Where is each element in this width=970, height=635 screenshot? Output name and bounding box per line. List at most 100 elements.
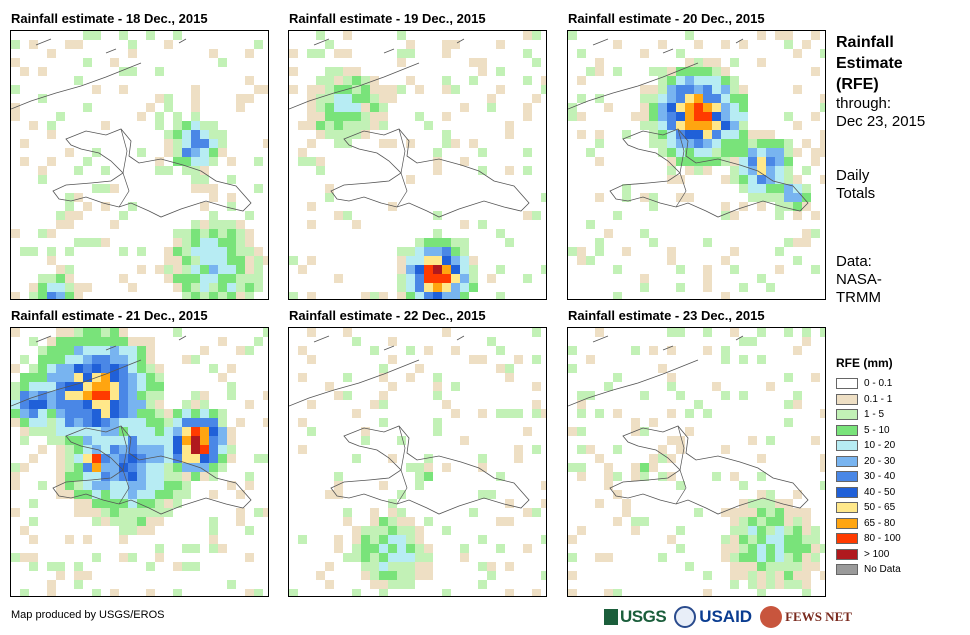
rainfall-cell [191, 229, 200, 238]
rainfall-cell [307, 220, 316, 229]
rainfall-cell [137, 517, 146, 526]
rainfall-cell [739, 139, 748, 148]
rainfall-cell [352, 67, 361, 76]
rainfall-cell [379, 535, 388, 544]
rainfall-cell [155, 454, 164, 463]
rainfall-cell [164, 436, 173, 445]
rainfall-cell [748, 553, 757, 562]
rainfall-cell [298, 157, 307, 166]
rainfall-cell [227, 445, 236, 454]
rainfall-cell [532, 445, 541, 454]
rainfall-cell [191, 472, 200, 481]
rainfall-cell [649, 103, 658, 112]
map-panel-19 [288, 30, 547, 300]
rainfall-cell [119, 481, 128, 490]
rainfall-cell [74, 391, 83, 400]
rainfall-cell [101, 499, 110, 508]
rainfall-cell [83, 283, 92, 292]
rainfall-cell [451, 265, 460, 274]
rainfall-cell [146, 481, 155, 490]
rainfall-cell [191, 391, 200, 400]
rainfall-cell [442, 265, 451, 274]
rainfall-cell [11, 58, 20, 67]
rainfall-cell [568, 553, 577, 562]
rainfall-cell [38, 481, 47, 490]
rainfall-cell [649, 139, 658, 148]
rainfall-cell [406, 346, 415, 355]
rainfall-cell [155, 94, 164, 103]
rainfall-cell [20, 427, 29, 436]
rainfall-cell [460, 157, 469, 166]
rainfall-cell [173, 409, 182, 418]
rainfall-cell [56, 391, 65, 400]
rainfall-cell [721, 211, 730, 220]
rainfall-cell [155, 382, 164, 391]
rainfall-cell [191, 445, 200, 454]
rainfall-cell [146, 391, 155, 400]
rainfall-cell [182, 283, 191, 292]
rainfall-cell [748, 562, 757, 571]
rainfall-cell [343, 373, 352, 382]
rainfall-cell [460, 544, 469, 553]
rainfall-cell [406, 139, 415, 148]
rainfall-cell [694, 67, 703, 76]
rainfall-cell [298, 373, 307, 382]
rainfall-cell [820, 454, 825, 463]
rainfall-cell [47, 580, 56, 589]
rainfall-cell [397, 526, 406, 535]
rainfall-cell [568, 364, 577, 373]
rainfall-cell [128, 40, 137, 49]
rainfall-cell [227, 193, 236, 202]
rainfall-cell [298, 346, 307, 355]
rainfall-cell [586, 256, 595, 265]
rainfall-cell [83, 31, 92, 40]
rainfall-cell [200, 247, 209, 256]
legend-swatch [836, 424, 858, 436]
rainfall-cell [65, 328, 74, 337]
rainfall-cell [460, 247, 469, 256]
rainfall-cell [334, 211, 343, 220]
rainfall-cell [155, 553, 164, 562]
rainfall-cell [820, 130, 825, 139]
rainfall-cell [316, 76, 325, 85]
rainfall-cell [595, 238, 604, 247]
rainfall-cell [74, 364, 83, 373]
rainfall-cell [101, 121, 110, 130]
rainfall-cell [164, 454, 173, 463]
rainfall-cell [254, 157, 263, 166]
rainfall-cell [128, 337, 137, 346]
legend-item: 0 - 0.1 [836, 376, 901, 392]
rainfall-cell [676, 112, 685, 121]
rainfall-cell [137, 148, 146, 157]
rainfall-cell [11, 463, 20, 472]
rainfall-cell [631, 427, 640, 436]
rainfall-cell [92, 553, 101, 562]
rainfall-cell [712, 157, 721, 166]
rainfall-cell [397, 436, 406, 445]
rainfall-cell [802, 562, 811, 571]
rainfall-cell [505, 130, 514, 139]
rainfall-cell [56, 274, 65, 283]
country-border [675, 128, 687, 208]
rainfall-cell [442, 139, 451, 148]
rainfall-cell [352, 112, 361, 121]
rainfall-cell [793, 211, 802, 220]
rainfall-cell [379, 139, 388, 148]
rainfall-cell [128, 49, 137, 58]
rainfall-cell [20, 139, 29, 148]
rainfall-cell [433, 418, 442, 427]
rainfall-cell [38, 175, 47, 184]
rainfall-cell [802, 589, 811, 596]
rainfall-cell [47, 391, 56, 400]
rainfall-cell [74, 454, 83, 463]
rainfall-cell [361, 76, 370, 85]
rainfall-cell [38, 67, 47, 76]
rainfall-cell [388, 517, 397, 526]
rainfall-cell [101, 337, 110, 346]
rainfall-cell [397, 247, 406, 256]
rainfall-cell [29, 364, 38, 373]
rainfall-cell [200, 292, 209, 299]
rainfall-cell [191, 409, 200, 418]
rainfall-cell [254, 454, 263, 463]
rainfall-cell [263, 328, 268, 337]
